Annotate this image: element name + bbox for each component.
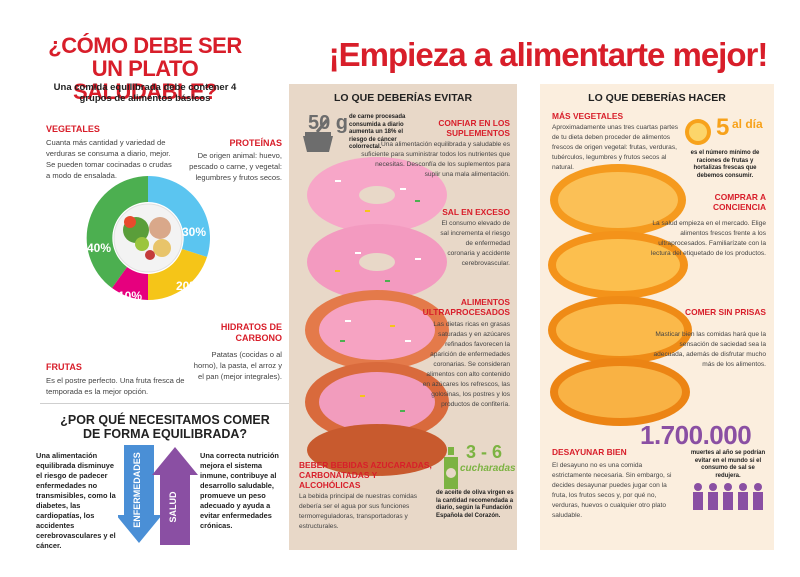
oil-value: 3 - 6 [466,442,503,462]
veg-body: Aproximadamente unas tres cuartas partes… [552,124,679,171]
why-right-text: Una correcta nutrición mejora el sistema… [200,451,279,530]
desayunar-body: El desayuno no es una comida estrictamen… [552,462,672,519]
oil-unit: cucharadas [460,463,516,474]
comprar-body: La salud empieza en el mercado. Elige al… [650,220,766,257]
proteinas-title: PROTEÍNAS [229,138,282,148]
bebidas-body: La bebida principal de nuestras comidas … [299,493,418,530]
sugar-text: de carne procesada consumida a diario au… [349,114,406,150]
vegetales-title: VEGETALES [46,124,100,134]
frutas-title: FRUTAS [46,362,82,372]
hidratos-title: HIDRATOS DE CARBONO [220,322,282,343]
section-divider [40,403,290,404]
ultra-title: ALIMENTOS ULTRAPROCESADOS [422,297,510,317]
arrow-down-icon [118,445,162,543]
donut-segment-frutas [112,267,148,300]
why-title: ¿POR QUÉ NECESITAMOS COMER DE FORMA EQUI… [60,413,270,441]
ultra-body: Las dietas ricas en grasas saturadas y e… [422,321,510,408]
proteinas-body: De origen animal: huevo, pescado o carne… [189,151,282,182]
vegetales-body: Cuanta más cantidad y variedad de verdur… [46,138,172,180]
five-value: 5 [716,114,730,141]
arrow-down-label: ENFERMEDADES [132,452,142,528]
veg-title: MÁS VEGETALES [552,111,624,121]
suplementos-title: CONFIAR EN LOS SUPLEMENTOS [438,118,510,138]
donuts-illustration [305,157,449,476]
frutas-body: Es el postre perfecto. Una fruta fresca … [46,376,185,396]
comprar-title: COMPRAR A CONCIENCIA [712,192,766,212]
weight-icon [303,119,333,152]
evitar-header: LO QUE DEBERÍAS EVITAR [333,92,473,104]
why-left-text: Una alimentación equilibrada disminuye e… [36,451,116,550]
sugar-value: 50 g [308,112,349,134]
main-title: ¡Empieza a alimentarte mejor! [328,36,769,73]
vegetales-pct: 40% [87,241,111,255]
orange-illustration [548,164,692,426]
health-arrows: ENFERMEDADES SALUD [118,445,198,545]
hidratos-pct: 20% [176,279,200,293]
donut-segment-proteinas [148,176,210,257]
olive-oil-icon [444,447,458,489]
orange-slice-icon [685,119,711,145]
arrow-up-label: SALUD [168,491,178,522]
suplementos-body: Una alimentación equilibrada y saludable… [361,141,510,178]
arrow-up-icon [152,447,198,545]
plate-illustration [113,203,183,273]
big-number: 1.700.000 [640,420,752,450]
donut-segment-hidratos [148,249,207,300]
bebidas-title: BEBER BEBIDAS AZUCARADAS, CARBONATADAS Y… [299,460,432,490]
proteinas-pct: 30% [182,225,206,239]
desayunar-title: DESAYUNAR BIEN [552,447,627,457]
prisas-title: COMER SIN PRISAS [685,307,766,317]
people-icons [693,483,763,510]
sal-body: El consumo elevado de sal incrementa el … [440,220,510,267]
five-text: es el número mínimo de raciones de fruta… [690,150,760,179]
hacer-header: LO QUE DEBERÍAS HACER [588,92,726,104]
hidratos-body: Patatas (cocidas o al horno), la pasta, … [193,350,282,381]
donut-segment-vegetales [86,176,148,288]
five-unit: al día [732,117,763,131]
plate-donut-chart: 40% 30% 20% 10% [86,176,210,303]
oil-text: de aceite de oliva virgen es la cantidad… [436,490,514,519]
sal-title: SAL EN EXCESO [442,207,510,217]
left-subtitle: Una comida equilibrada debe contener 4 g… [53,82,237,104]
frutas-pct: 10% [118,289,142,303]
left-title: ¿CÓMO DEBE SER UN PLATO SALUDABLE? [48,33,242,104]
big-number-text: muertes al año se podrían evitar en el m… [690,450,766,479]
prisas-body: Masticar bien las comidas hará que la se… [653,331,766,368]
